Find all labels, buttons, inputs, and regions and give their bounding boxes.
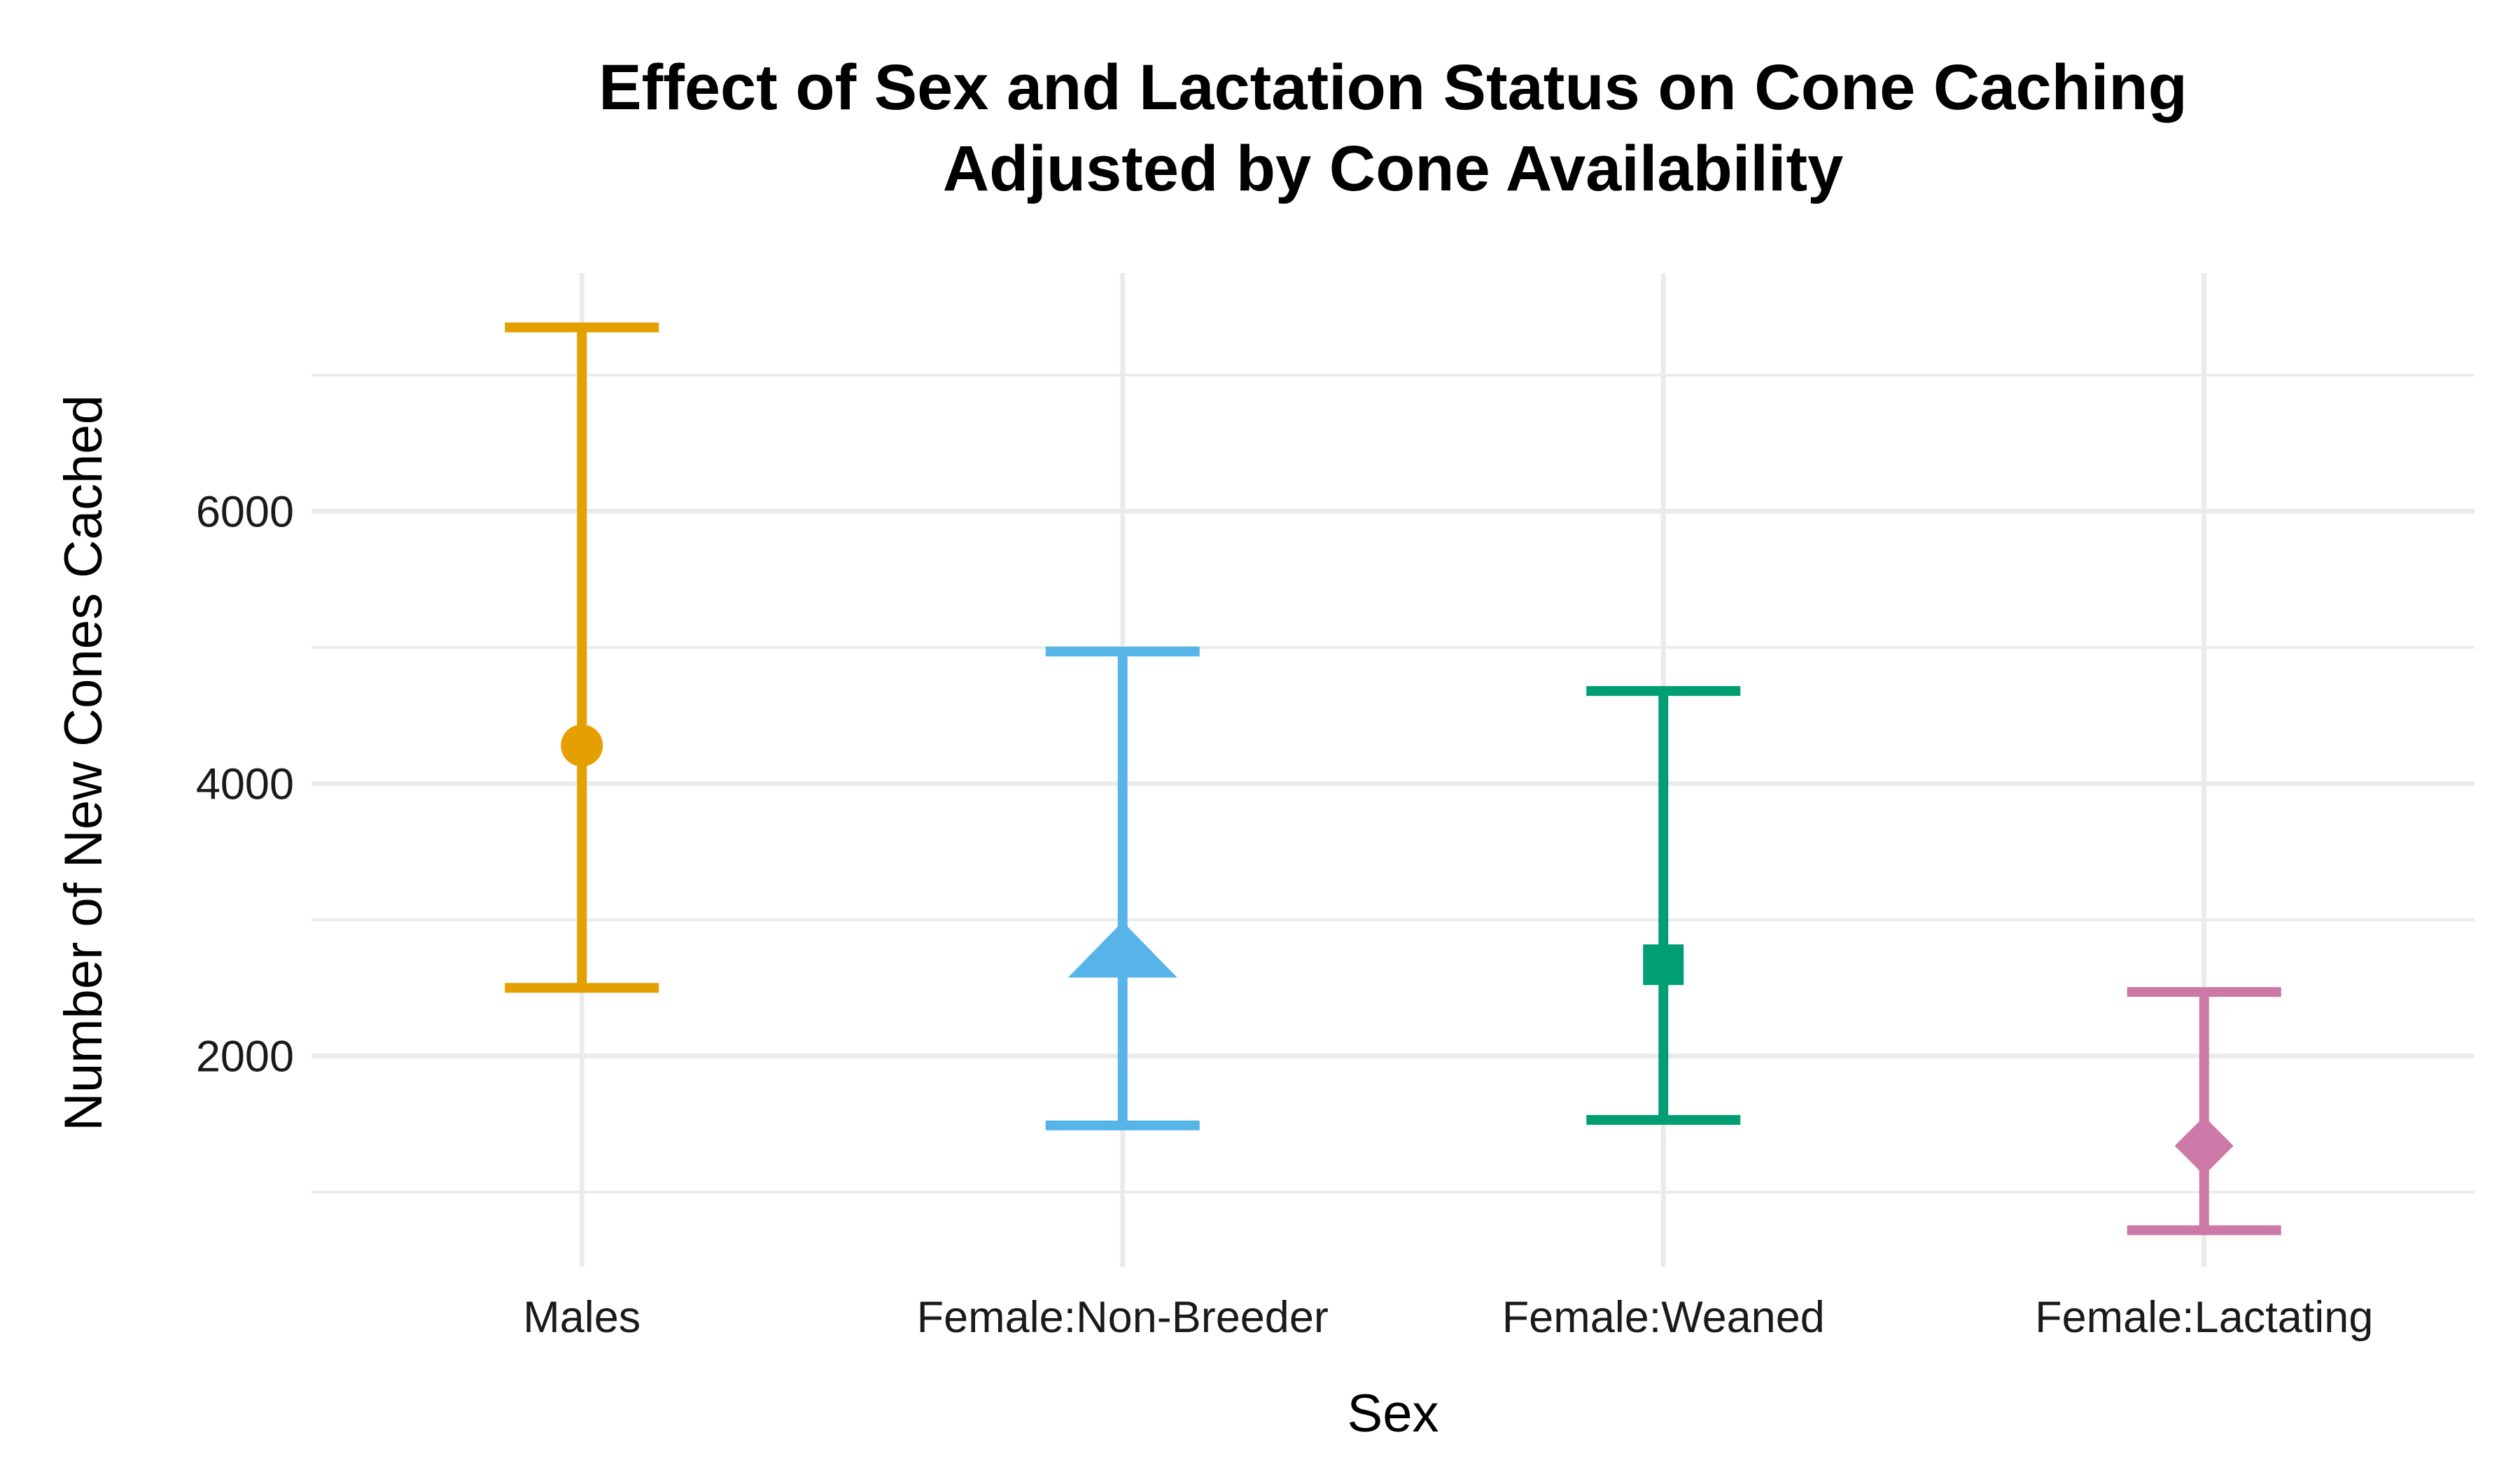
plot-area [505, 322, 2281, 1236]
x-tick-label: Female:Lactating [2035, 1293, 2373, 1342]
y-tick-label: 4000 [196, 760, 294, 808]
x-tick-label: Males [523, 1293, 640, 1342]
y-axis-title: Number of New Cones Cached [54, 395, 113, 1131]
x-axis-ticks: Males Female:Non-Breeder Female:Weaned Fema… [523, 1293, 2373, 1342]
x-tick-label: Female:Weaned [1502, 1293, 1825, 1342]
estimate-point-square [1643, 944, 1684, 986]
y-tick-label: 6000 [196, 487, 294, 536]
x-axis-title: Sex [1348, 1384, 1439, 1443]
estimate-point-circle [561, 724, 603, 766]
chart-subtitle: Adjusted by Cone Availability [943, 133, 1844, 204]
estimate-point-diamond [2174, 1116, 2234, 1175]
chart-title: Effect of Sex and Lactation Status on Co… [598, 52, 2188, 123]
y-tick-label: 2000 [196, 1032, 294, 1081]
y-axis-ticks: 2000 4000 6000 [196, 487, 294, 1081]
grid [312, 273, 2474, 1267]
x-tick-label: Female:Non-Breeder [917, 1293, 1329, 1342]
estimate-point-triangle [1068, 921, 1177, 978]
